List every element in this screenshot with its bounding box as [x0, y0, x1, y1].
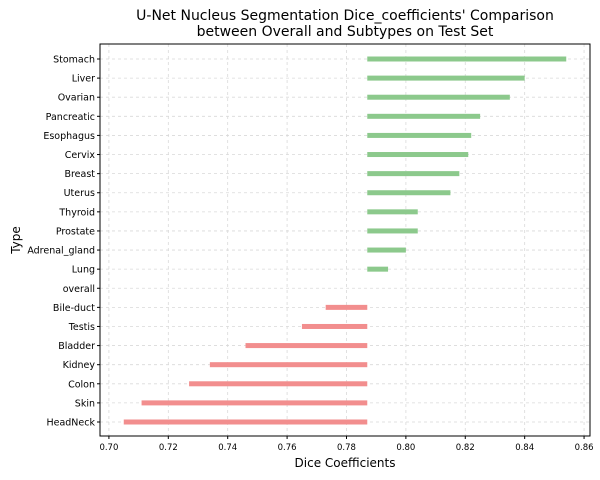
y-tick-label: HeadNeck	[46, 418, 95, 429]
bar-skin	[141, 400, 368, 406]
bar-kidney	[209, 362, 368, 368]
x-tick-label: 0.76	[278, 443, 297, 453]
y-tick-label: Testis	[68, 322, 95, 333]
y-tick-label: Uterus	[64, 188, 95, 199]
y-tick-label: Lung	[72, 265, 95, 276]
y-tick-label: Breast	[64, 169, 95, 180]
y-tick-label: Prostate	[56, 226, 95, 237]
x-tick-label: 0.86	[575, 443, 594, 453]
chart-title: U-Net Nucleus Segmentation Dice_coeffici…	[136, 8, 554, 40]
y-tick-label: Bile-duct	[53, 303, 95, 314]
bar-breast	[367, 171, 460, 177]
x-tick-label: 0.74	[218, 443, 237, 453]
y-tick-label: overall	[63, 284, 95, 295]
bar-colon	[189, 381, 368, 387]
bars	[123, 56, 567, 425]
bar-prostate	[367, 228, 418, 234]
plot-frame	[99, 43, 591, 437]
bar-esophagus	[367, 132, 472, 138]
bar-lung	[367, 266, 389, 272]
bar-cervix	[367, 152, 469, 158]
x-tick-labels: 0.70 0.72 0.74 0.76 0.78 0.80 0.82 0.84 0.86	[99, 436, 594, 453]
bar-headneck	[123, 419, 368, 425]
y-tick-label: Bladder	[58, 341, 95, 352]
bar-uterus	[367, 190, 451, 196]
x-tick-label: 0.72	[159, 443, 178, 453]
y-tick-label: Ovarian	[58, 93, 95, 104]
y-tick-label: Stomach	[53, 55, 95, 66]
y-axis-label: Type	[9, 226, 23, 255]
bar-testis	[301, 323, 368, 329]
y-tick-label: Liver	[72, 74, 95, 85]
y-tick-label: Adrenal_gland	[27, 246, 95, 257]
bar-pancreatic	[367, 113, 481, 119]
bar-ovarian	[367, 94, 510, 100]
bar-stomach	[367, 56, 567, 62]
bar-bladder	[245, 343, 368, 349]
y-tick-label: Colon	[68, 379, 95, 390]
x-tick-label: 0.82	[456, 443, 475, 453]
y-tick-label: Skin	[75, 398, 95, 409]
chart-title-line: between Overall and Subtypes on Test Set	[197, 24, 494, 40]
x-tick-label: 0.80	[396, 443, 415, 453]
y-tick-labels: Stomach Liver Ovarian Pancreatic Esophagus Ce…	[27, 55, 100, 429]
gridlines	[100, 44, 590, 436]
y-tick-label: Esophagus	[43, 131, 95, 142]
y-tick-label: Kidney	[63, 360, 96, 371]
y-tick-label: Thyroid	[58, 207, 95, 218]
x-axis-label: Dice Coefficients	[295, 456, 396, 470]
bar-adrenal-gland	[367, 247, 406, 253]
bar-liver	[367, 75, 525, 81]
x-tick-label: 0.78	[337, 443, 356, 453]
bar-bile-duct	[325, 304, 368, 310]
chart-title-line: U-Net Nucleus Segmentation Dice_coeffici…	[136, 8, 554, 24]
y-tick-label: Cervix	[65, 150, 96, 161]
bar-thyroid	[367, 209, 418, 215]
x-tick-label: 0.70	[99, 443, 118, 453]
x-tick-label: 0.84	[515, 443, 534, 453]
y-tick-label: Pancreatic	[46, 112, 95, 123]
